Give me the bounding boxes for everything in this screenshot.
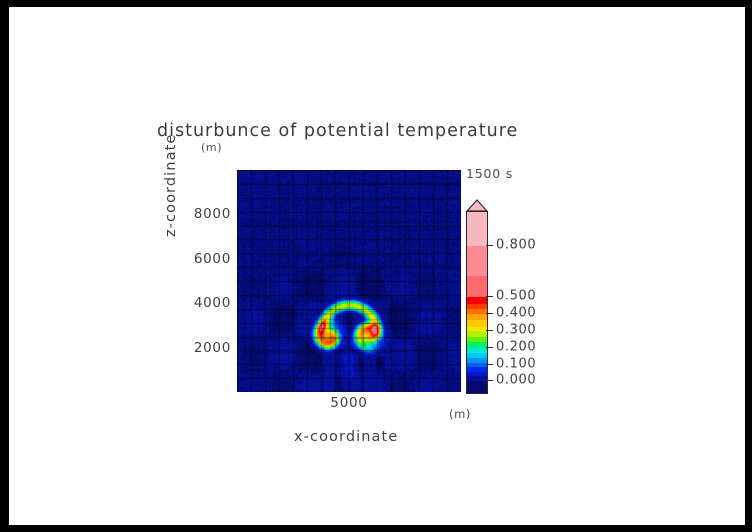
colorbar-band: [467, 381, 487, 393]
colorbar-band: [467, 362, 487, 368]
y-axis-title: z-coordinate: [163, 133, 179, 237]
colorbar-tick-label: 0.800: [496, 237, 537, 253]
time-annotation: 1500 s: [466, 166, 514, 181]
y-tick-label: 8000: [193, 206, 231, 223]
colorbar-band: [467, 367, 487, 373]
colorbar-band: [467, 320, 487, 328]
colorbar-band: [467, 352, 487, 358]
x-axis-title: x-coordinate: [294, 429, 399, 445]
colorbar-tick-mark: [486, 312, 493, 314]
figure-page: disturbunce of potential temperature (m)…: [9, 7, 745, 525]
colorbar-band: [467, 372, 487, 377]
heatmap-plot-area[interactable]: [237, 170, 461, 392]
x-tick-label: 5000: [330, 395, 368, 411]
x-axis-ticks: 5000: [237, 395, 461, 415]
colorbar-tick-label: 0.200: [496, 339, 537, 355]
colorbar-band: [467, 296, 487, 305]
x-axis-units-label: (m): [449, 407, 471, 421]
colorbar-band: [467, 342, 487, 348]
colorbar-band: [467, 276, 487, 297]
colorbar-band: [467, 327, 487, 331]
colorbar-tick-label: 0.400: [496, 305, 537, 321]
colorbar-tick-label: 0.300: [496, 322, 537, 338]
colorbar-band: [467, 212, 487, 246]
colorbar-band: [467, 376, 487, 382]
colorbar-band: [467, 336, 487, 343]
colorbar-tick-mark: [486, 329, 493, 331]
colorbar-band: [467, 308, 487, 314]
colorbar-band: [467, 347, 487, 353]
y-axis-ticks: 8000 6000 4000 2000: [187, 170, 231, 392]
colorbar-band: [467, 330, 487, 337]
y-tick-label: 4000: [193, 295, 231, 312]
page-title: disturbunce of potential temperature: [157, 121, 519, 141]
colorbar-tick-mark: [486, 244, 493, 246]
colorbar-tick-label: 0.500: [496, 288, 537, 304]
colorbar-band: [467, 313, 487, 321]
colorbar[interactable]: 0.800 0.500 0.400 0.300 0.200 0.100 0.000: [466, 199, 556, 395]
colorbar-band: [467, 245, 487, 277]
colorbar-gradient: [466, 211, 488, 394]
y-tick-label: 2000: [193, 339, 231, 356]
colorbar-tick-label: 0.000: [496, 372, 537, 388]
colorbar-tick-mark: [486, 295, 493, 297]
title-units-label: (m): [201, 141, 223, 154]
y-tick-label: 6000: [193, 250, 231, 267]
colorbar-tick-mark: [486, 363, 493, 365]
colorbar-tick-mark: [486, 346, 493, 348]
colorbar-band: [467, 304, 487, 309]
colorbar-tick-label: 0.100: [496, 356, 537, 371]
colorbar-tick-mark: [486, 380, 493, 382]
scalar-field-canvas: [237, 170, 461, 392]
colorbar-band: [467, 357, 487, 363]
